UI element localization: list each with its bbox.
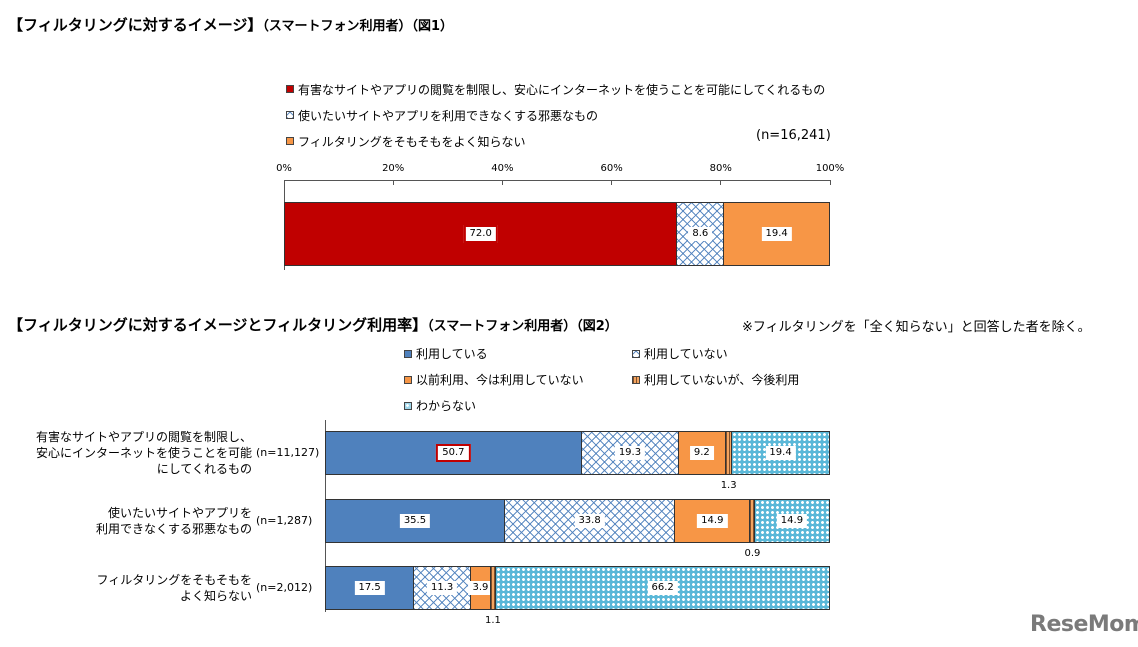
chart2-note: ※フィルタリングを「全く知らない」と回答した者を除く。 bbox=[742, 320, 1091, 335]
chart2-data-label: 17.5 bbox=[354, 581, 385, 595]
chart2-bar-segment: 14.9 bbox=[753, 500, 829, 542]
x-tick-mark bbox=[720, 180, 722, 185]
chart2-bar: 50.7 19.3 9.2 19.4 bbox=[325, 431, 830, 475]
chart1-bar-segment: 8.6 bbox=[676, 203, 724, 265]
chart2-data-label: 33.8 bbox=[574, 514, 605, 528]
chart2-bar-segment: 19.3 bbox=[580, 432, 679, 474]
chart2-bar-segment: 33.8 bbox=[503, 500, 675, 542]
chart1-legend-item: 有害なサイトやアプリの閲覧を制限し、安心にインターネットを使うことを可能にしてく… bbox=[286, 76, 825, 102]
x-tick-label: 20% bbox=[382, 163, 405, 174]
chart1-bar-segment: 72.0 bbox=[284, 203, 677, 265]
legend-label: 使いたいサイトやアプリを利用できなくする邪悪なもの bbox=[298, 108, 599, 123]
chart2-bar-segment: 66.2 bbox=[495, 567, 829, 609]
chart2-data-label: 11.3 bbox=[427, 581, 458, 595]
legend-swatch bbox=[286, 137, 294, 145]
chart2-legend-item: 利用している bbox=[404, 345, 488, 362]
chart2-bar-segment bbox=[749, 500, 754, 542]
chart2-legend-item: 利用していないが、今後利用 bbox=[632, 371, 799, 388]
x-tick-mark bbox=[392, 180, 394, 185]
x-tick-label: 80% bbox=[709, 163, 732, 174]
chart2-row-n: (n=1,287) bbox=[256, 514, 313, 527]
chart2-data-label-below: 1.3 bbox=[720, 480, 737, 491]
legend-swatch bbox=[632, 349, 640, 358]
x-tick-label: 60% bbox=[600, 163, 623, 174]
chart1-title: 【フィルタリングに対するイメージ】（スマートフォン利用者）（図1） bbox=[8, 16, 454, 34]
chart2-row-label: フィルタリングをそもそもを よく知らない bbox=[96, 573, 252, 603]
x-tick-label: 0% bbox=[276, 163, 292, 174]
legend-label: 利用していない bbox=[644, 347, 728, 361]
chart2-legend-item: 利用していない bbox=[632, 345, 728, 362]
chart1-legend-item: 使いたいサイトやアプリを利用できなくする邪悪なもの bbox=[286, 102, 825, 128]
chart1-legend: 有害なサイトやアプリの閲覧を制限し、安心にインターネットを使うことを可能にしてく… bbox=[286, 76, 825, 154]
chart1-bar-segment: 19.4 bbox=[723, 203, 829, 265]
chart2-row-label: 使いたいサイトやアプリを 利用できなくする邪悪なもの bbox=[95, 506, 252, 536]
chart2-data-label: 9.2 bbox=[689, 446, 714, 460]
chart2-data-label: 66.2 bbox=[647, 581, 678, 595]
legend-swatch bbox=[286, 111, 294, 119]
chart2-data-label-below: 1.1 bbox=[484, 615, 501, 626]
chart1-data-label: 72.0 bbox=[463, 225, 498, 243]
chart2-legend-item: 以前利用、今は利用していない bbox=[404, 371, 584, 388]
chart2-row-n: (n=11,127) bbox=[256, 446, 320, 459]
x-tick-mark bbox=[501, 180, 503, 185]
legend-label: 有害なサイトやアプリの閲覧を制限し、安心にインターネットを使うことを可能にしてく… bbox=[298, 82, 826, 97]
chart1-data-label: 19.4 bbox=[761, 227, 792, 241]
legend-swatch bbox=[286, 85, 294, 93]
chart2-data-label: 19.4 bbox=[765, 446, 796, 460]
chart2-bar-segment: 11.3 bbox=[413, 567, 471, 609]
legend-label: 利用している bbox=[416, 347, 488, 361]
chart2-data-label: 50.7 bbox=[436, 444, 471, 462]
chart2-data-label: 14.9 bbox=[776, 514, 808, 528]
legend-label: 以前利用、今は利用していない bbox=[416, 373, 584, 387]
x-tick-mark bbox=[611, 180, 613, 185]
chart2-bar-segment: 3.9 bbox=[468, 567, 493, 609]
x-tick-mark bbox=[829, 180, 831, 185]
chart2-row-label: 有害なサイトやアプリの閲覧を制限し、 安心にインターネットを使うことを可能 にしてく… bbox=[35, 430, 252, 476]
chart2-bar-segment: 35.5 bbox=[325, 500, 504, 542]
chart2-bar-segment bbox=[724, 432, 732, 474]
chart1-n-label: (n=16,241) bbox=[756, 128, 831, 143]
chart2-legend-item: わからない bbox=[404, 397, 476, 414]
chart2-row-n: (n=2,012) bbox=[256, 581, 313, 594]
legend-swatch bbox=[404, 349, 412, 358]
chart2-title: 【フィルタリングに対するイメージとフィルタリング利用率】（スマートフォン利用者）… bbox=[8, 316, 618, 334]
legend-swatch bbox=[632, 375, 640, 384]
chart2-bar-segment: 9.2 bbox=[678, 432, 725, 474]
chart2-bar: 35.5 33.8 14.9 14.9 bbox=[325, 499, 830, 543]
chart2-bar: 17.5 11.3 3.9 66.2 bbox=[325, 566, 830, 610]
legend-label: フィルタリングをそもそもをよく知らない bbox=[298, 134, 526, 149]
resemom-logo: ReseMom bbox=[1030, 612, 1138, 637]
legend-label: わからない bbox=[416, 399, 477, 413]
chart2-data-label: 14.9 bbox=[697, 514, 728, 528]
chart2-bar-segment: 50.7 bbox=[325, 432, 581, 474]
chart2-data-label: 19.3 bbox=[614, 446, 646, 460]
chart2-bar-segment bbox=[489, 567, 496, 609]
chart2-data-label: 35.5 bbox=[399, 514, 431, 528]
chart1-legend-item: フィルタリングをそもそもをよく知らない bbox=[286, 128, 825, 154]
legend-label: 利用していないが、今後利用 bbox=[644, 373, 800, 387]
chart2-bar-segment: 14.9 bbox=[674, 500, 750, 542]
chart2-bar-segment: 19.4 bbox=[731, 432, 829, 474]
chart2-legend: 利用している 利用していない以前利用、今は利用していない 利用していないが、今後利用… bbox=[404, 345, 844, 415]
chart2-bar-segment: 17.5 bbox=[325, 567, 414, 609]
legend-swatch bbox=[404, 375, 412, 384]
chart2-data-label-below: 0.9 bbox=[744, 548, 761, 559]
chart1-data-label: 8.6 bbox=[688, 227, 713, 241]
x-tick-label: 100% bbox=[815, 163, 845, 174]
chart2-data-label: 3.9 bbox=[468, 581, 493, 595]
x-tick-label: 40% bbox=[491, 163, 514, 174]
chart1-axis-line bbox=[284, 180, 830, 187]
legend-swatch bbox=[404, 401, 412, 410]
chart1-bar: 72.0 8.6 19.4 bbox=[284, 202, 830, 266]
